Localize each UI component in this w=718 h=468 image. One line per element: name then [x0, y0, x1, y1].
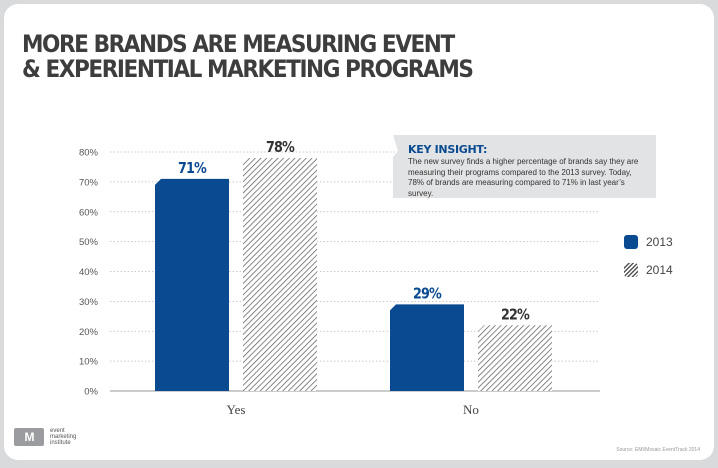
legend-label-2013: 2013	[646, 235, 673, 249]
legend: 2013 2014	[624, 235, 673, 291]
footer-logos: M event marketing institute	[14, 428, 90, 446]
key-insight-box: KEY INSIGHT: The new survey finds a high…	[393, 135, 656, 198]
y-tick-label: 20%	[79, 327, 99, 338]
title-line-2: & EXPERIENTIAL MARKETING PROGRAMS	[22, 55, 474, 83]
source-note: Source: EMI/Mosaic EventTrack 2014	[616, 447, 700, 453]
y-tick-label: 30%	[79, 297, 99, 308]
legend-swatch-2013	[624, 235, 638, 249]
chart-title: MORE BRANDS ARE MEASURING EVENT & EXPERI…	[22, 30, 474, 83]
bar-2013-yes	[155, 178, 229, 391]
chart-card	[4, 4, 714, 460]
legend-label-2014: 2014	[646, 263, 673, 277]
data-label-2013-yes: 71%	[178, 160, 207, 177]
y-tick-label: 70%	[79, 177, 99, 188]
bar-2014-yes	[243, 157, 317, 391]
y-tick-label: 10%	[79, 357, 99, 368]
title-line-1: MORE BRANDS ARE MEASURING EVENT	[22, 30, 455, 58]
y-tick-label: 80%	[79, 148, 99, 159]
emi-logo: event marketing institute	[50, 428, 77, 446]
key-insight-body: The new survey finds a higher percentage…	[408, 157, 639, 198]
x-tick-label-yes: Yes	[227, 402, 246, 417]
y-tick-label: 0%	[84, 387, 98, 398]
y-tick-label: 40%	[79, 267, 99, 278]
x-tick-label-no: No	[463, 402, 479, 417]
key-insight-title: KEY INSIGHT:	[408, 143, 488, 156]
data-label-2013-no: 29%	[413, 285, 442, 302]
bar-2014-no	[478, 325, 552, 391]
bar-2013-no	[390, 304, 464, 391]
mosaic-logo: M	[14, 428, 44, 446]
y-tick-label: 50%	[79, 237, 99, 248]
data-label-2014-no: 22%	[501, 306, 530, 323]
legend-item-2014: 2014	[624, 263, 673, 277]
y-tick-label: 60%	[79, 207, 99, 218]
legend-item-2013: 2013	[624, 235, 673, 249]
data-label-2014-yes: 78%	[266, 139, 295, 156]
legend-swatch-2014	[624, 263, 638, 277]
